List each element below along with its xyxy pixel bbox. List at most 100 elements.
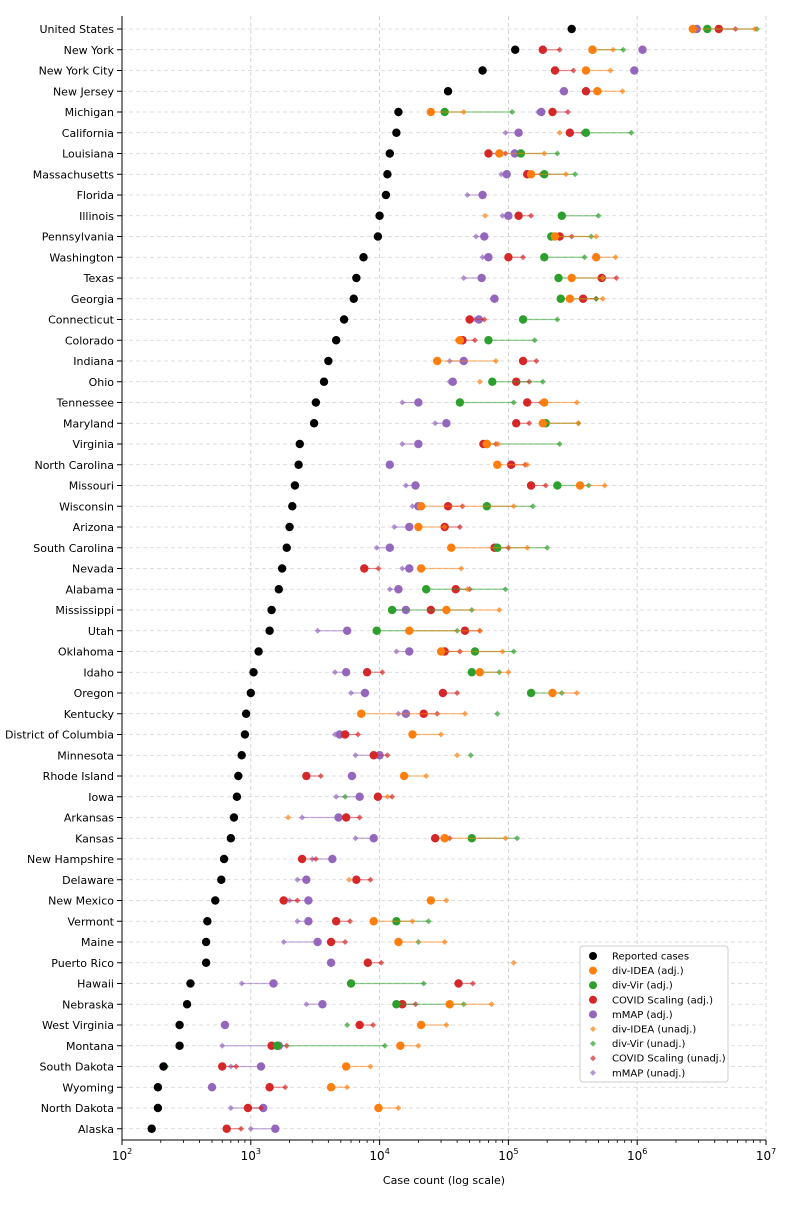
x-tick-label: 106 — [627, 1147, 647, 1163]
y-tick-label: Hawaii — [77, 978, 114, 991]
mmap-unadj-marker — [333, 793, 340, 800]
idea-unadj-marker — [496, 607, 503, 613]
vir-adj-marker — [554, 273, 563, 283]
idea-unadj-marker — [476, 627, 483, 634]
y-tick-label: Missouri — [69, 480, 114, 493]
reported-marker — [159, 1062, 168, 1071]
y-tick-label: Pennsylvania — [42, 231, 114, 244]
state-row — [349, 294, 606, 303]
mmap-adj-marker — [304, 896, 313, 905]
idea-unadj-marker — [395, 1105, 402, 1111]
state-row — [309, 419, 582, 428]
legend-marker-reported — [589, 952, 597, 960]
y-tick-label: Nevada — [72, 563, 114, 576]
covid-unadj-marker — [481, 316, 488, 323]
x-ticks: 102 103 104 105 106 107 — [112, 1140, 776, 1163]
mmap-unadj-marker — [352, 835, 359, 842]
covid-unadj-marker — [471, 337, 478, 344]
vir-unadj-marker — [494, 710, 501, 717]
y-tick-label: Vermont — [68, 915, 115, 928]
reported-marker — [319, 377, 329, 386]
state-row — [290, 481, 608, 490]
vir-unadj-marker — [510, 648, 517, 655]
mmap-adj-marker — [514, 128, 523, 137]
y-tick-label: Illinois — [79, 210, 114, 223]
idea-unadj-marker — [415, 1042, 422, 1049]
state-row — [232, 792, 396, 801]
reported-marker — [288, 502, 297, 511]
covid-unadj-marker — [355, 731, 362, 738]
covid-adj-marker — [352, 875, 361, 884]
idea-unadj-marker — [502, 835, 509, 842]
idea-adj-marker — [394, 937, 403, 947]
mmap-unadj-marker — [391, 524, 398, 530]
mmap-adj-marker — [342, 626, 352, 635]
reported-marker — [392, 128, 401, 137]
y-tick-label: Wyoming — [62, 1081, 114, 1094]
mmap-adj-marker — [318, 1000, 327, 1009]
y-tick-label: District of Columbia — [5, 729, 114, 742]
idea-adj-marker — [445, 1000, 454, 1009]
reported-marker — [349, 294, 358, 303]
vir-adj-marker — [540, 253, 549, 262]
idea-adj-marker — [396, 1041, 405, 1050]
idea-adj-marker — [550, 232, 560, 241]
state-row — [175, 1041, 422, 1050]
covid-adj-marker — [523, 398, 532, 407]
mmap-unadj-marker — [399, 565, 406, 572]
mmap-unadj-marker — [247, 1125, 254, 1132]
legend-label-covid: COVID Scaling (adj.) — [612, 995, 713, 1006]
state-row — [234, 771, 430, 781]
legend-label-vir_u: div-Vir (unadj.) — [612, 1039, 685, 1050]
covid-unadj-marker — [389, 793, 396, 800]
idea-unadj-marker — [482, 212, 489, 219]
legend-label-idea: div-IDEA (adj.) — [612, 966, 684, 977]
y-tick-label: California — [62, 127, 114, 140]
idea-adj-marker — [436, 647, 446, 656]
covid-adj-marker — [484, 149, 493, 158]
legend-marker-vir — [589, 981, 597, 990]
state-row — [249, 668, 512, 677]
y-tick-label: Nebraska — [62, 998, 114, 1011]
state-row — [383, 170, 579, 179]
legend-marker-idea_u — [590, 1026, 596, 1032]
state-row — [254, 647, 517, 656]
state-row — [352, 273, 620, 283]
reported-marker — [175, 1020, 184, 1030]
vir-adj-marker — [421, 585, 431, 594]
state-row — [237, 751, 474, 760]
reported-marker — [226, 834, 236, 843]
idea-unadj-marker — [367, 1063, 374, 1070]
state-row — [373, 232, 600, 241]
reported-marker — [359, 253, 368, 262]
y-tick-label: Iowa — [88, 791, 114, 804]
mmap-adj-marker — [477, 273, 486, 283]
idea-adj-marker — [593, 87, 602, 96]
y-tick-label: Maine — [81, 936, 114, 949]
mmap-unadj-marker — [352, 752, 359, 759]
y-tick-label: Michigan — [65, 106, 114, 119]
reported-marker — [274, 585, 284, 594]
y-tick-label: New York — [64, 44, 115, 57]
covid-adj-marker — [331, 917, 341, 926]
mmap-unadj-marker — [348, 690, 355, 696]
vir-adj-marker — [488, 377, 497, 386]
idea-unadj-marker — [384, 793, 391, 800]
y-tick-label: South Carolina — [33, 542, 114, 555]
covid-adj-marker — [355, 1020, 364, 1030]
vir-adj-marker — [581, 128, 591, 137]
covid-unadj-marker — [556, 46, 563, 53]
idea-unadj-marker — [458, 565, 465, 572]
reported-marker — [240, 730, 250, 739]
x-tick-label: 105 — [498, 1147, 518, 1163]
legend-marker-covid — [589, 995, 597, 1004]
vir-unadj-marker — [381, 1042, 388, 1049]
covid-adj-marker — [265, 1083, 274, 1092]
state-row — [246, 688, 580, 698]
reported-marker — [567, 24, 576, 34]
covid-unadj-marker — [469, 980, 476, 987]
mmap-unadj-marker — [479, 254, 486, 261]
mmap-adj-marker — [630, 66, 639, 75]
